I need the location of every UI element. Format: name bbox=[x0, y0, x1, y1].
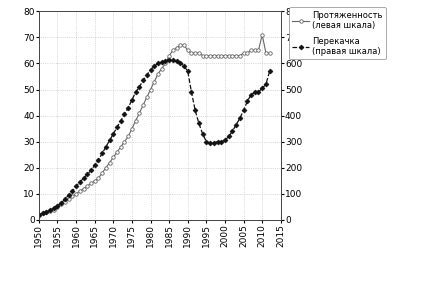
Legend: Протяженность
(левая шкала), Перекачка
(правая шкала): Протяженность (левая шкала), Перекачка (… bbox=[289, 7, 386, 60]
